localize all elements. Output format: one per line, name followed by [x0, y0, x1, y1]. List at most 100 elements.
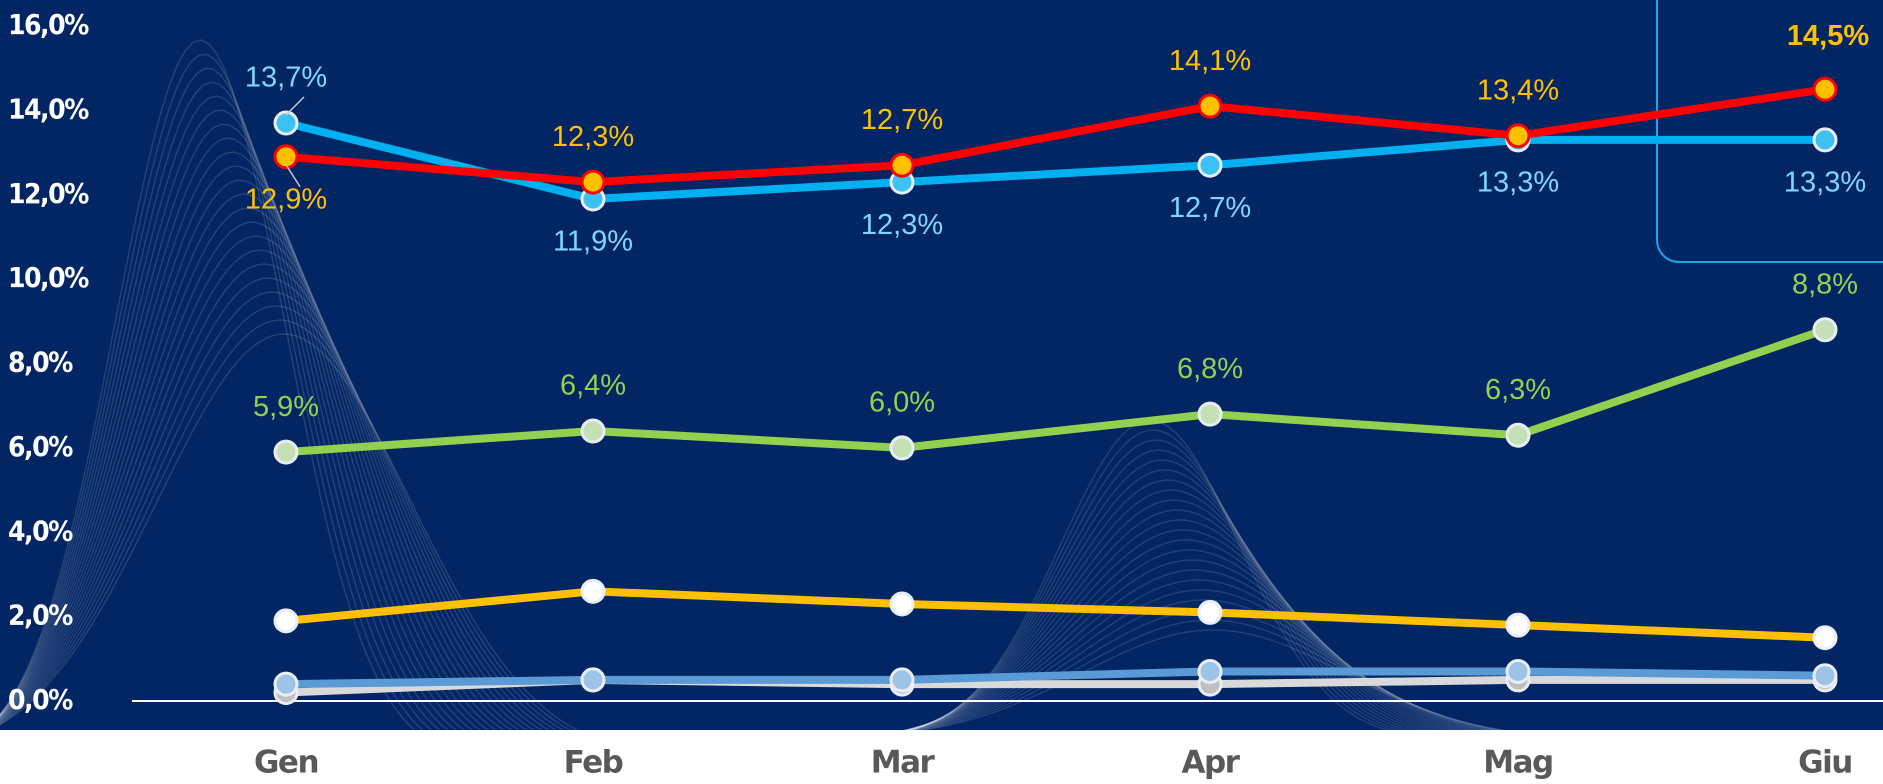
value-label: 13,4% — [1477, 74, 1559, 106]
y-tick-label: 4,0% — [8, 514, 73, 547]
value-label: 14,1% — [1169, 45, 1251, 77]
wave — [0, 39, 450, 751]
marker — [273, 671, 299, 697]
y-tick-label: 10,0% — [8, 261, 89, 294]
y-tick-label: 6,0% — [8, 430, 73, 463]
marker — [1197, 401, 1223, 427]
wave — [825, 599, 1579, 740]
y-tick-label: 8,0% — [8, 346, 73, 379]
wave — [0, 53, 464, 753]
wave — [873, 439, 1435, 738]
wave — [828, 589, 1574, 740]
wave — [852, 509, 1502, 739]
marker — [273, 110, 299, 136]
marker — [273, 144, 299, 170]
wave — [834, 569, 1556, 739]
marker — [1197, 658, 1223, 684]
marker — [273, 439, 299, 465]
wave — [0, 277, 624, 756]
y-tick-label: 0,0% — [8, 683, 73, 716]
value-label: 13,3% — [1477, 167, 1559, 199]
x-tick-label: Giu — [1798, 745, 1852, 781]
marker — [580, 578, 606, 604]
value-label: 5,9% — [253, 391, 319, 423]
marker — [580, 169, 606, 195]
leader-line — [285, 164, 301, 188]
highlight-box — [1656, 0, 1883, 263]
series-line — [285, 587, 1826, 642]
wave — [0, 291, 630, 755]
wave — [861, 479, 1471, 738]
marker — [889, 152, 915, 178]
value-label: 13,7% — [245, 62, 327, 94]
wave — [0, 319, 650, 756]
wave — [0, 165, 544, 754]
wave — [858, 489, 1484, 738]
y-tick-label: 2,0% — [8, 599, 73, 632]
wave — [849, 519, 1507, 739]
series-line — [285, 667, 1826, 689]
marker — [1812, 663, 1838, 689]
marker — [1197, 93, 1223, 119]
x-tick-label: Apr — [1182, 745, 1241, 781]
value-label: 8,8% — [1792, 268, 1858, 300]
wave — [816, 629, 1610, 740]
marker — [580, 667, 606, 693]
wave — [0, 67, 470, 752]
marker — [273, 608, 299, 634]
value-label: 12,7% — [861, 104, 943, 136]
x-tick-label: Mag — [1483, 745, 1552, 781]
wave — [0, 137, 524, 754]
wave — [0, 123, 510, 753]
series-line — [285, 85, 1826, 187]
x-tick-label: Feb — [564, 745, 623, 781]
wave — [840, 549, 1538, 739]
marker — [1812, 76, 1838, 102]
value-label: 6,0% — [869, 387, 935, 419]
series-line — [285, 325, 1827, 457]
value-label: 12,3% — [861, 209, 943, 241]
marker — [889, 435, 915, 461]
marker — [889, 591, 915, 617]
marker — [1505, 612, 1531, 638]
wave — [0, 179, 550, 754]
marker — [1197, 599, 1223, 625]
marker — [1197, 152, 1223, 178]
y-tick-label: 12,0% — [8, 177, 89, 210]
marker — [1505, 422, 1531, 448]
wave — [831, 579, 1561, 739]
value-label: 6,4% — [560, 370, 626, 402]
series-line — [285, 119, 1825, 203]
y-tick-label: 14,0% — [8, 92, 89, 125]
marker — [580, 418, 606, 444]
value-label: 12,9% — [245, 183, 327, 215]
marker — [889, 667, 915, 693]
x-tick-label: Mar — [871, 745, 936, 781]
value-label: 12,7% — [1169, 192, 1251, 224]
marker — [1812, 127, 1838, 153]
wave — [846, 529, 1520, 739]
marker — [1505, 658, 1531, 684]
wave — [867, 459, 1453, 738]
wave — [0, 81, 484, 753]
value-label: 6,8% — [1177, 353, 1243, 385]
leader-line — [285, 96, 305, 116]
decorative-waves — [0, 39, 1610, 756]
value-label: 12,3% — [552, 121, 634, 153]
value-label: 11,9% — [553, 226, 633, 258]
marker — [1812, 625, 1838, 651]
wave — [0, 249, 604, 755]
x-tick-label: Gen — [254, 745, 318, 781]
marker — [1505, 123, 1531, 149]
value-label: 14,5% — [1787, 20, 1869, 52]
wave — [843, 539, 1525, 739]
wave — [855, 499, 1489, 739]
wave — [0, 151, 530, 753]
wave — [864, 469, 1466, 738]
wave — [876, 429, 1430, 738]
wave — [0, 305, 644, 756]
marker — [1812, 317, 1838, 343]
y-tick-label: 16,0% — [8, 8, 89, 41]
wave — [0, 109, 504, 754]
